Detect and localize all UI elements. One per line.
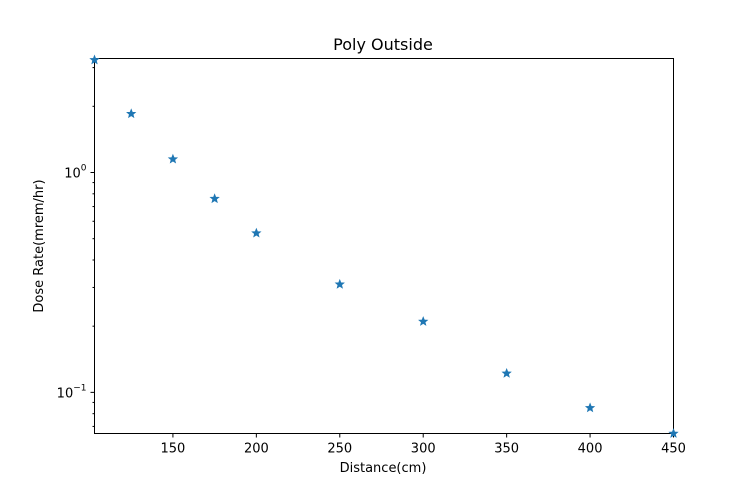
data-point: [209, 193, 220, 204]
data-point: [418, 316, 429, 326]
y-tick-label: 10−1: [57, 383, 87, 401]
x-axis-label: Distance(cm): [340, 461, 427, 476]
x-tick-label: 450: [661, 442, 686, 457]
data-point: [167, 153, 179, 164]
axes-frame: [94, 58, 674, 434]
x-axis: 150 200 250 300 350 400 450: [161, 433, 686, 457]
data-point: [89, 54, 100, 65]
x-tick-label: 150: [161, 442, 186, 457]
y-axis-label: Dose Rate(mrem/hr): [32, 179, 47, 312]
data-point: [584, 402, 596, 413]
x-tick-label: 250: [327, 442, 352, 457]
data-point: [501, 367, 512, 378]
data-point: [126, 108, 137, 119]
y-axis: 100 10−1: [57, 67, 95, 427]
x-tick-label: 400: [578, 442, 603, 457]
plot-area: [94, 58, 674, 434]
data-point: [334, 278, 345, 289]
x-tick-label: 300: [411, 442, 436, 457]
data-point: [668, 428, 679, 438]
y-tick-label: 100: [64, 164, 87, 182]
x-tick-label: 350: [494, 442, 519, 457]
x-tick-label: 200: [244, 442, 269, 457]
data-series: [89, 54, 679, 438]
data-point: [251, 227, 262, 238]
chart-title: Poly Outside: [333, 35, 433, 54]
